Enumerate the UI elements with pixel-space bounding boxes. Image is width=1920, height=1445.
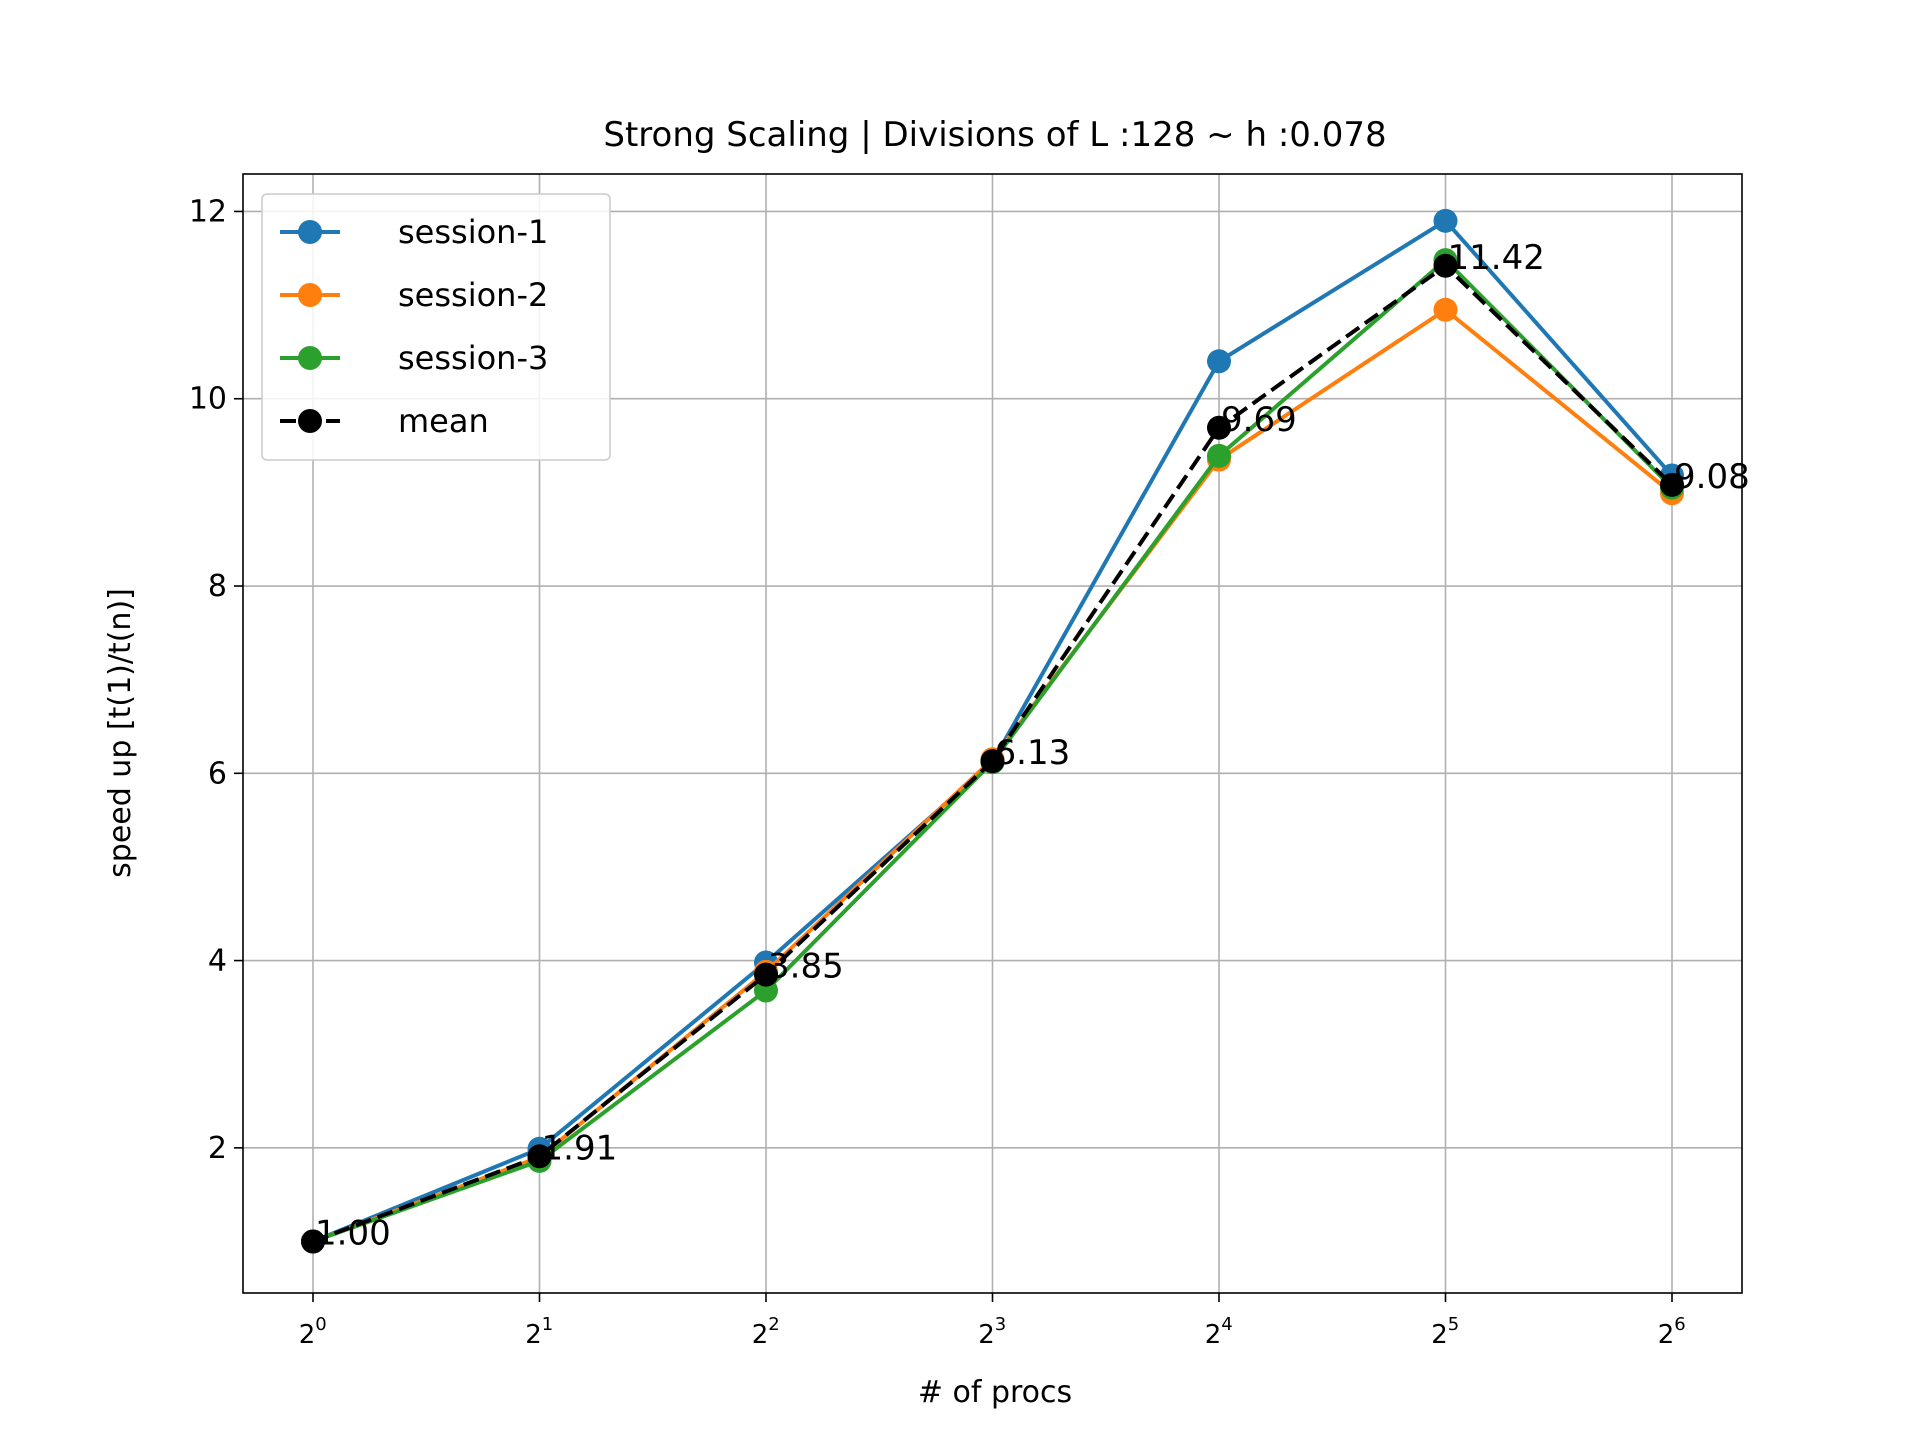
series-lines [301, 208, 1684, 1254]
legend-marker-session-1 [298, 220, 322, 244]
x-tick-label: 2 [1431, 1320, 1448, 1350]
y-tick-label: 10 [189, 382, 227, 417]
x-tick-exponent: 2 [768, 1314, 779, 1335]
x-tick-label: 2 [978, 1320, 995, 1350]
data-point-mean [980, 749, 1005, 774]
data-point-session-3 [1207, 443, 1231, 468]
mean-value-label: 3.85 [768, 947, 844, 987]
legend-label-session-1: session-1 [398, 213, 548, 251]
y-axis-label: speed up [t(1)/t(n)] [103, 588, 138, 878]
y-tick-label: 12 [189, 194, 227, 229]
mean-value-label: 1.91 [542, 1128, 618, 1168]
legend-marker-session-3 [298, 346, 322, 370]
legend-label-session-3: session-3 [398, 339, 548, 377]
data-annotations: 1.00 1.91 3.85 6.13 9.69 11.42 9.08 [315, 238, 1750, 1254]
x-tick-label: 2 [299, 1320, 316, 1350]
data-point-session-1 [1433, 208, 1458, 233]
data-point-mean [1660, 472, 1684, 497]
x-tick-label: 2 [752, 1320, 769, 1350]
y-tick-label: 6 [208, 756, 227, 791]
mean-value-label: 1.00 [315, 1213, 391, 1253]
data-point-mean [754, 962, 778, 987]
data-point-mean [527, 1144, 552, 1169]
x-axis-label: # of procs [918, 1375, 1072, 1410]
data-point-mean [301, 1229, 325, 1254]
legend-label-mean: mean [398, 402, 489, 440]
data-point-mean [1433, 253, 1458, 278]
mean-value-label: 9.08 [1674, 457, 1750, 497]
x-tick-exponent: 5 [1448, 1314, 1459, 1335]
y-tick-label: 8 [208, 569, 227, 604]
x-tick-label: 2 [525, 1320, 542, 1350]
legend-marker-mean [298, 409, 322, 433]
x-tick-label: 2 [1658, 1320, 1675, 1350]
x-tick-exponent: 4 [1221, 1314, 1232, 1335]
x-tick-exponent: 0 [315, 1314, 326, 1335]
mean-value-label: 9.69 [1221, 400, 1297, 440]
data-point-mean [1207, 415, 1231, 440]
mean-value-label: 6.13 [995, 733, 1071, 773]
y-tick-label: 2 [208, 1131, 227, 1166]
x-tick-exponent: 1 [542, 1314, 553, 1335]
y-tick-label: 4 [208, 944, 227, 979]
legend-label-session-2: session-2 [398, 276, 548, 314]
x-tick-exponent: 3 [995, 1314, 1006, 1335]
x-tick-exponent: 6 [1674, 1314, 1685, 1335]
mean-value-label: 11.42 [1448, 238, 1545, 278]
data-point-session-1 [1207, 349, 1231, 374]
legend-marker-session-2 [298, 283, 322, 307]
data-point-session-2 [1433, 297, 1458, 322]
legend: session-1 session-2 session-3 mean [261, 193, 611, 461]
x-tick-label: 2 [1205, 1320, 1222, 1350]
chart-title: Strong Scaling | Divisions of L :128 ~ h… [603, 115, 1386, 155]
legend-box [261, 193, 611, 461]
